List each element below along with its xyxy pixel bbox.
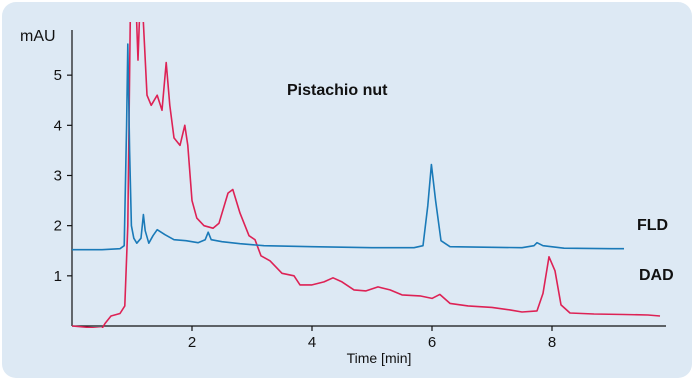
y-tick-label: 1 bbox=[54, 268, 62, 285]
series-label-fld: FLD bbox=[637, 217, 668, 234]
x-tick-label: 8 bbox=[548, 334, 556, 351]
chart-title: Pistachio nut bbox=[287, 82, 388, 99]
axes bbox=[71, 30, 666, 327]
series-line-fld bbox=[72, 43, 624, 251]
series-labels: FLD DAD bbox=[637, 217, 674, 284]
series-line-dad bbox=[72, 22, 661, 328]
x-axis-label: Time [min] bbox=[347, 350, 412, 366]
y-axis-label: mAU bbox=[20, 28, 56, 45]
y-tick-label: 2 bbox=[54, 218, 62, 235]
x-tick-label: 4 bbox=[308, 334, 316, 351]
y-tick-label: 3 bbox=[54, 167, 62, 184]
x-tick-label: 2 bbox=[188, 334, 196, 351]
y-tick-label: 5 bbox=[54, 67, 62, 84]
y-tick-label: 4 bbox=[54, 117, 62, 134]
ticks: 1 2 3 4 5 2 4 6 8 bbox=[54, 67, 557, 351]
x-tick-label: 6 bbox=[428, 334, 436, 351]
series-label-dad: DAD bbox=[639, 267, 674, 284]
plot-area bbox=[72, 22, 661, 328]
